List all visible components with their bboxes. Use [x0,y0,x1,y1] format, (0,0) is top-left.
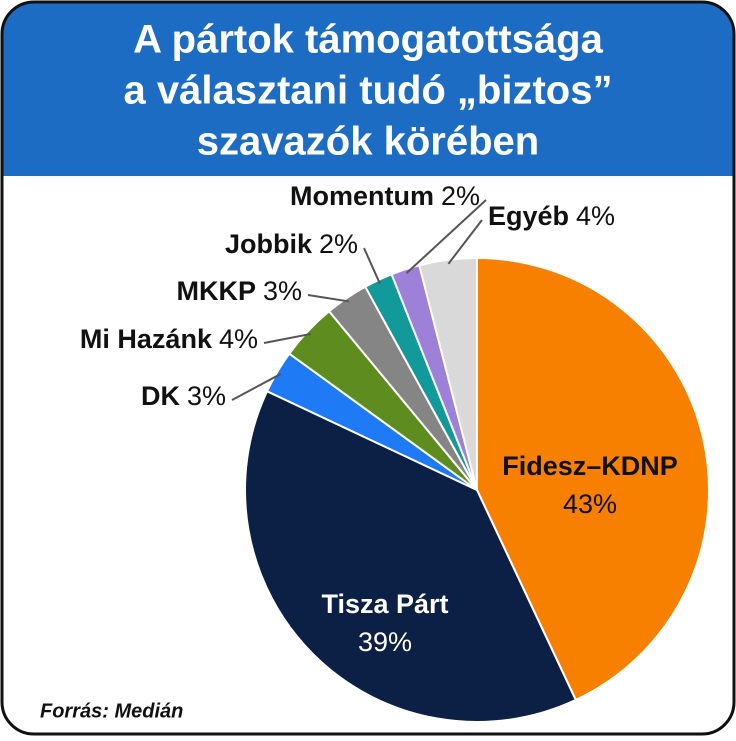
chart-title: a választani tudó „biztos” [124,69,613,113]
category-name: MKKP [176,276,256,306]
category-name: Momentum [290,181,434,211]
slice-label: Mi Hazánk 4% [80,324,258,354]
slice-label: Egyéb 4% [488,201,615,231]
value-label: 3% [263,276,302,306]
chart-title: szavazók körében [197,120,539,164]
slice-value-label: 43% [563,489,617,519]
value-label: 3% [187,381,226,411]
pie-slice [476,256,710,702]
pie-slice [244,389,578,723]
category-name: Jobbik [225,229,313,259]
value-label: 2% [441,181,480,211]
leader-line [263,332,311,344]
leader-line [405,199,487,274]
value-label: 4% [576,201,615,231]
category-name: Mi Hazánk [80,324,213,354]
slice-value-label: 39% [358,627,412,657]
value-label: 2% [319,229,358,259]
pie-slice [418,256,478,491]
leader-line [307,294,350,303]
slice-label: MKKP 3% [176,276,302,306]
slice-label: Tisza Párt [321,589,448,619]
slice-label: Jobbik 2% [225,229,358,259]
category-name: Egyéb [488,201,569,231]
leader-line [363,247,381,285]
chart-title: A pártok támogatottsága [133,18,603,62]
slice-label: Fidesz–KDNP [502,451,678,481]
slice-label: DK 3% [141,381,226,411]
leader-line [231,373,282,401]
leader-line [447,219,483,265]
header [2,2,734,176]
category-name: DK [141,381,180,411]
source-note: Forrás: Medián [40,700,183,722]
slice-label: Momentum 2% [290,181,480,211]
value-label: 4% [219,324,258,354]
